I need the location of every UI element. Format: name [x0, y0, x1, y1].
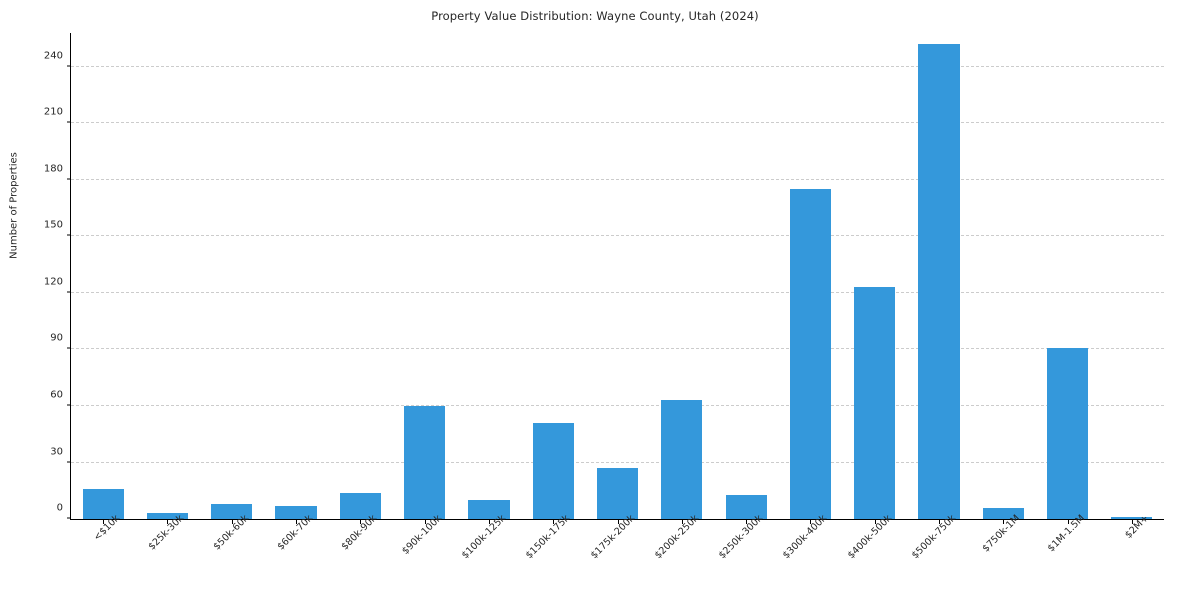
bar[interactable] [468, 500, 510, 519]
bar-slot [521, 33, 585, 519]
bar[interactable] [339, 492, 381, 519]
x-tick-mark [810, 519, 812, 524]
y-tick-label: 0 [56, 502, 63, 514]
x-tick-label: $200k-250k [641, 513, 701, 575]
x-tick-label: <$10k [81, 513, 122, 557]
bar[interactable] [82, 488, 124, 519]
y-tick-label: 210 [43, 106, 63, 118]
x-tick-label-text: $300k-400k [781, 512, 830, 562]
x-tick-mark [746, 519, 748, 524]
x-tick-label: $100k-125k [448, 513, 508, 575]
bar[interactable] [211, 503, 253, 519]
x-tick-label: $60k-70k [264, 513, 315, 567]
x-tick-label: $25k-30k [136, 513, 187, 567]
bar-slot [135, 33, 199, 519]
bar-slot [264, 33, 328, 519]
x-tick-mark [167, 519, 169, 524]
bar[interactable] [982, 507, 1024, 519]
bar-slot [971, 33, 1035, 519]
bar-slot [1035, 33, 1099, 519]
x-tick-label: $300k-400k [770, 513, 829, 575]
y-axis-label: Number of Properties [8, 152, 20, 259]
bar-slot [907, 33, 971, 519]
x-tick-mark [617, 519, 619, 524]
bar[interactable] [1111, 517, 1153, 519]
plot-area: 0 30 60 90 120 150 180 210 240 <$10k $25k-30k $50k… [44, 33, 1164, 561]
x-tick-label-text: $750k-1M [980, 512, 1023, 555]
x-tick-label: $175k-200k [577, 513, 636, 575]
bar[interactable] [661, 400, 703, 519]
x-tick-label-text: $250k-300k [716, 512, 766, 562]
bar-slot [71, 33, 135, 519]
x-tick-label: $750k-1M [969, 513, 1023, 569]
x-tick-label: $400k-500k [834, 513, 893, 575]
x-tick-label: $90k-100k [388, 513, 444, 571]
y-tick-label: 60 [50, 389, 63, 401]
x-tick-label-text: $90k-100k [399, 512, 444, 557]
x-tick-label-text: $500k-750k [909, 512, 959, 562]
x-tick-mark [103, 519, 105, 524]
x-tick-mark [553, 519, 555, 524]
y-tick-label: 150 [43, 219, 63, 231]
x-tick-mark [1067, 519, 1069, 524]
bar[interactable] [275, 505, 317, 519]
bar-series [71, 33, 1164, 519]
y-tick-label: 90 [50, 332, 63, 344]
bar-slot [328, 33, 392, 519]
bar-slot [1100, 33, 1164, 519]
bar[interactable] [725, 494, 767, 519]
bar[interactable] [532, 422, 574, 519]
x-tick-label-text: $1M-1.5M [1045, 512, 1087, 555]
bar-slot [843, 33, 907, 519]
x-tick-label-text: $175k-200k [588, 512, 637, 562]
bar-slot [457, 33, 521, 519]
bar-slot [778, 33, 842, 519]
x-tick-mark [231, 519, 233, 524]
x-tick-label-text: $400k-500k [845, 512, 894, 562]
x-tick-label-text: $100k-125k [459, 512, 509, 562]
x-tick-mark [681, 519, 683, 524]
chart-title: Property Value Distribution: Wayne Count… [431, 9, 759, 23]
x-tick-label-text: $150k-175k [524, 512, 573, 562]
bar-slot [714, 33, 778, 519]
x-tick-label: $2M+ [1112, 513, 1151, 555]
bar[interactable] [596, 468, 639, 519]
y-tick-label: 30 [50, 446, 63, 457]
x-tick-mark [360, 519, 362, 524]
x-tick-mark [1003, 519, 1005, 524]
bar-slot [392, 33, 456, 519]
bar[interactable] [918, 44, 960, 519]
x-tick-label-text: $200k-250k [652, 512, 701, 562]
bar[interactable] [789, 189, 831, 519]
x-tick-label: $80k-90k [328, 513, 380, 567]
x-tick-mark [874, 519, 876, 524]
bar[interactable] [404, 405, 446, 519]
bar[interactable] [146, 513, 189, 519]
x-tick-label: $50k-60k [200, 513, 251, 567]
y-tick-label: 120 [43, 276, 63, 288]
x-tick-label: $500k-750k [898, 513, 958, 575]
bar-slot [200, 33, 264, 519]
x-tick-label: $150k-175k [513, 513, 572, 575]
x-tick-label: $250k-300k [706, 513, 765, 575]
x-tick-mark [939, 519, 940, 524]
x-tick-mark [488, 519, 490, 524]
x-tick-mark [1131, 519, 1133, 524]
bar[interactable] [854, 287, 896, 519]
x-tick-label: $1M-1.5M [1034, 513, 1086, 568]
y-tick-label: 180 [43, 163, 63, 175]
y-tick-label: 240 [43, 50, 63, 62]
x-tick-mark [424, 519, 426, 524]
bar-slot [650, 33, 714, 519]
x-tick-mark [296, 519, 298, 524]
bar-slot [585, 33, 649, 519]
bar[interactable] [1047, 347, 1089, 519]
